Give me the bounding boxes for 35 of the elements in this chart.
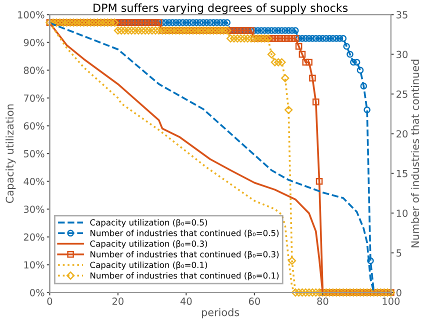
y-axis-title: Capacity utilization [6, 104, 16, 203]
y-tick-label: 100% [18, 11, 44, 18]
y2-tick-label: 10 [396, 210, 408, 217]
y-tick-label: 40% [24, 178, 44, 186]
y-tick-label: 50% [24, 150, 44, 158]
y-tick-label: 30% [24, 206, 44, 213]
y-tick-label: 70% [24, 94, 44, 102]
y2-tick-label: 15 [396, 170, 408, 178]
legend-label: Number of industries that continued (β₀=0.3) [90, 250, 279, 260]
y2-tick-label: 25 [396, 90, 408, 98]
x-tick-label: 100 [382, 298, 400, 305]
x-axis-title: periods [202, 308, 240, 318]
legend-label: Capacity utilization (β₀=0.5) [90, 219, 208, 228]
y2-axis-title: Number of industries that continued [410, 60, 420, 248]
legend-label: Capacity utilization (β₀=0.1) [90, 262, 208, 270]
y-tick-label: 10% [24, 261, 44, 269]
chart-title: DPM suffers varying degrees of supply shocks [94, 3, 348, 14]
legend-label: Number of industries that continued (β₀=0.5) [90, 230, 279, 238]
x-tick-label: 20 [112, 298, 124, 305]
y2-tick-label: 0 [396, 288, 402, 296]
x-tick-label: 80 [317, 298, 328, 305]
y-tick-label: 0% [30, 288, 44, 296]
y2-tick-label: 30 [396, 50, 408, 58]
x-tick-label: 40 [180, 298, 192, 305]
y-tick-label: 90% [24, 38, 44, 46]
legend-label: Number of industries that continued (β₀=0.1) [90, 272, 279, 280]
legend-label: Capacity utilization (β₀=0.3) [90, 240, 208, 248]
y-tick-label: 20% [24, 233, 44, 241]
y2-tick-label: 20 [396, 130, 408, 138]
y2-tick-label: 5 [396, 249, 402, 257]
y2-tick-label: 35 [396, 11, 408, 18]
y-tick-label: 60% [24, 122, 44, 130]
y-tick-label: 80% [24, 66, 44, 74]
x-tick-label: 0 [47, 298, 52, 305]
x-tick-label: 60 [248, 298, 260, 305]
